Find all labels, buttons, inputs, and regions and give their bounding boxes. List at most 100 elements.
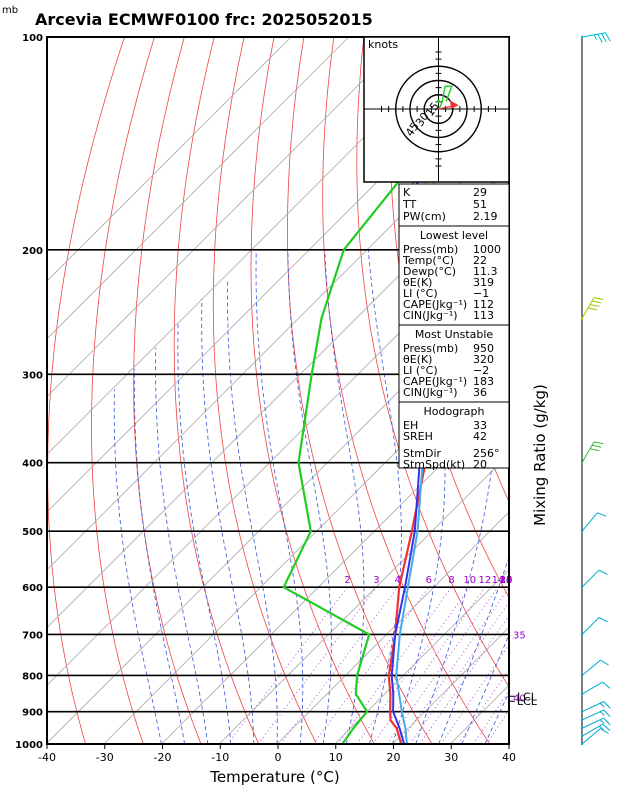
mixing-ratio-line	[457, 668, 509, 744]
mixing-ratio-line	[280, 586, 399, 744]
mixing-ratio-line	[386, 586, 499, 744]
moist-adiabat	[177, 324, 232, 744]
isotherm	[334, 569, 509, 744]
index-label: LI (°C)	[403, 364, 438, 377]
indices-section-header: Most Unstable	[415, 328, 494, 341]
x-tick-label: -30	[96, 751, 114, 764]
wind-barb-flag	[602, 681, 611, 689]
wind-barb-dot	[580, 461, 584, 464]
storm-motion-arrowhead	[449, 100, 459, 109]
index-label: θE(K)	[403, 276, 432, 289]
moist-adiabat	[255, 249, 304, 744]
mixing-ratio-label: 18	[500, 575, 513, 586]
mixing-ratio-line	[313, 586, 430, 744]
x-tick-label: 10	[329, 751, 343, 764]
wind-barb	[581, 681, 604, 695]
index-label: SREH	[403, 430, 433, 443]
index-value: 320	[473, 353, 494, 366]
lcl-label: LCL	[517, 695, 538, 708]
wind-barb	[581, 512, 598, 532]
isotherm	[47, 164, 509, 629]
isotherm	[47, 222, 509, 686]
index-value: −2	[473, 364, 489, 377]
lcl-label: LCL	[517, 690, 538, 703]
wind-barb-flag	[605, 32, 611, 42]
x-tick-label: -10	[211, 751, 229, 764]
index-label: StmSpd(kt)	[403, 458, 465, 471]
y-tick-label: 600	[22, 583, 43, 594]
x-tick-label: -40	[38, 751, 56, 764]
dry-adiabat	[513, 37, 618, 744]
dry-adiabat	[212, 37, 317, 744]
wind-barb-dot	[580, 727, 584, 730]
mixing-ratio-label: 10	[463, 575, 476, 586]
wind-barb-flag	[597, 512, 607, 517]
index-value: 950	[473, 342, 494, 355]
wind-barb-flag	[599, 719, 605, 724]
index-value: 113	[473, 309, 494, 322]
x-axis-label: Temperature (°C)	[209, 768, 339, 786]
index-value: 2.19	[473, 210, 498, 223]
wind-barb-flag	[591, 444, 602, 448]
index-label: PW(cm)	[403, 210, 446, 223]
wind-barb-flag	[587, 307, 598, 311]
mixing-ratio-line	[409, 601, 509, 744]
wind-barb	[581, 617, 600, 635]
y-tick-label: 800	[22, 671, 43, 682]
index-value: 183	[473, 375, 494, 388]
wind-barb-dot	[580, 317, 584, 320]
isotherm	[47, 37, 350, 340]
profile-dewpoint	[282, 37, 495, 744]
wind-barb-dot	[580, 742, 584, 746]
index-value: 29	[473, 186, 487, 199]
y-tick-label: 100	[22, 33, 43, 44]
index-value: 1000	[473, 243, 501, 256]
wind-barb-dot	[580, 710, 584, 713]
index-label: K	[403, 186, 411, 199]
mixing-ratio-label: 40	[513, 694, 526, 705]
mixing-ratio-label: 3	[373, 575, 379, 586]
wind-barb-flag	[597, 33, 603, 43]
wind-barb-dot	[580, 692, 584, 696]
moist-adiabat	[287, 249, 332, 744]
mixing-ratio-line	[472, 690, 509, 744]
mixing-ratio-line	[440, 644, 509, 744]
dry-adiabat	[356, 37, 509, 688]
isotherm	[47, 37, 292, 282]
indices-section-box	[398, 401, 510, 469]
mixing-ratio-label: 25	[500, 575, 513, 586]
wind-barb-flag	[598, 569, 608, 575]
wind-barb-flag	[593, 441, 604, 445]
dry-adiabat	[47, 37, 125, 744]
index-value: 11.3	[473, 265, 498, 278]
index-value: 256°	[473, 447, 500, 460]
index-value: 20	[473, 458, 487, 471]
index-value: 112	[473, 298, 494, 311]
y-tick-label: 900	[22, 708, 43, 719]
mixing-ratio-label: 14	[492, 575, 505, 586]
mixing-ratio-line	[398, 586, 509, 744]
dry-adiabat	[573, 37, 618, 744]
index-value: 42	[473, 430, 487, 443]
index-label: Dewp(°C)	[403, 265, 456, 278]
wind-barb-flag	[598, 617, 608, 623]
index-value: 319	[473, 276, 494, 289]
moist-adiabat	[134, 369, 185, 744]
index-value: 33	[473, 419, 487, 432]
wind-barb-dot	[580, 35, 584, 39]
mixing-ratio-label: 30	[500, 575, 513, 586]
index-value: 51	[473, 198, 487, 211]
wind-barb-flag	[591, 300, 602, 304]
index-label: θE(K)	[403, 353, 432, 366]
index-label: EH	[403, 419, 418, 432]
isotherm	[47, 37, 465, 455]
mixing-ratio-label: 16	[500, 575, 513, 586]
wind-barb-flag	[589, 448, 600, 452]
wind-barb-flag	[599, 711, 605, 716]
y-tick-label: 300	[22, 370, 43, 381]
wind-barb	[581, 728, 601, 745]
moist-adiabat	[227, 279, 278, 744]
x-tick-label: 40	[502, 751, 516, 764]
isotherm	[47, 37, 407, 398]
